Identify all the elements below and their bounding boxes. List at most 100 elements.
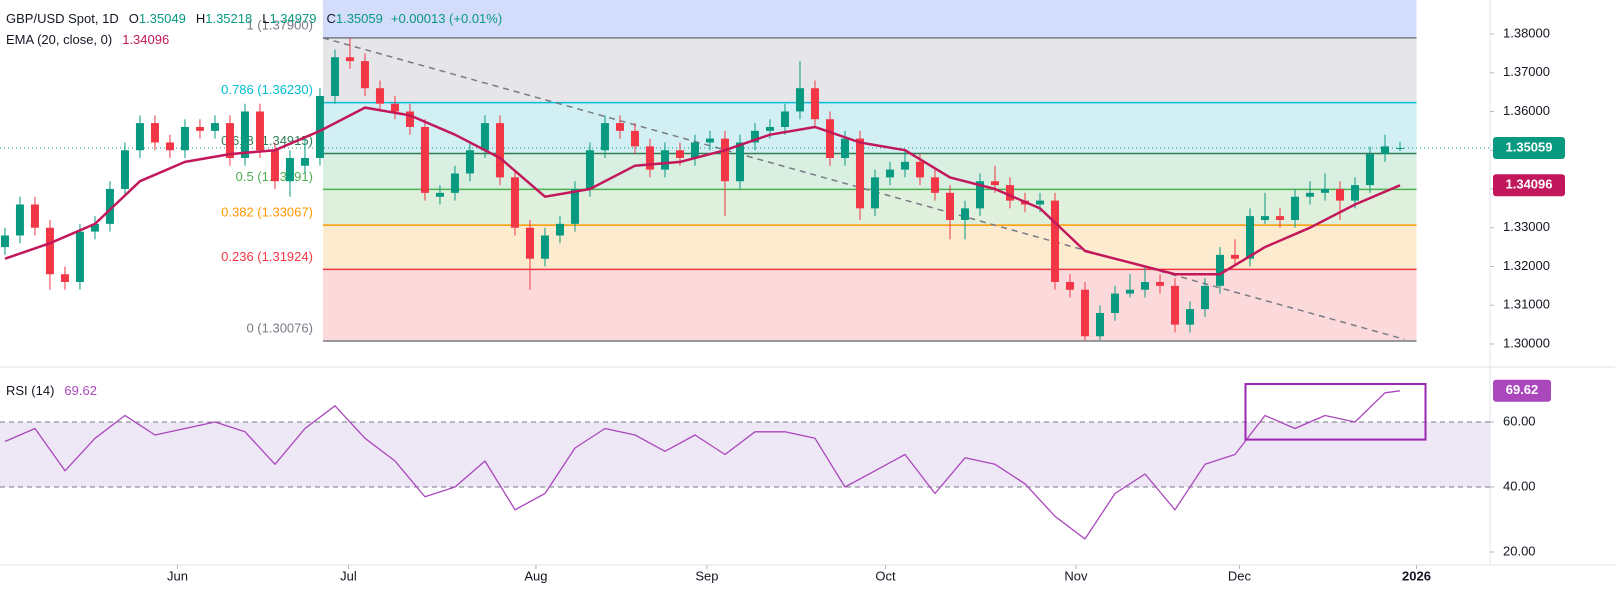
- rsi-y-tick-label: 40.00: [1503, 478, 1536, 493]
- ohlc-value: 1.35059: [336, 11, 383, 26]
- candle-body: [1215, 254, 1224, 286]
- candle-body: [1080, 289, 1089, 337]
- rsi-band: [0, 422, 1490, 488]
- fib-label: 0 (1.30076): [246, 320, 313, 335]
- candle-body: [675, 150, 684, 158]
- candle-body: [405, 111, 414, 127]
- candle-body: [600, 123, 609, 151]
- candle-body: [165, 142, 174, 151]
- fib-label: 0.382 (1.33067): [221, 205, 313, 220]
- candle-body: [750, 130, 759, 143]
- candle-body: [1245, 216, 1254, 259]
- candle-body: [135, 123, 144, 151]
- candle-body: [1170, 285, 1179, 325]
- y-tick-label: 1.33000: [1503, 219, 1550, 234]
- ema-line: [4, 106, 1401, 276]
- ohlc-letter: L: [262, 11, 269, 26]
- candle-body: [630, 130, 639, 147]
- candle-body: [510, 177, 519, 228]
- candle-body: [900, 161, 909, 170]
- symbol-title: GBP/USD Spot, 1D: [6, 11, 119, 26]
- candle-body: [825, 119, 834, 158]
- candle-body: [1095, 312, 1104, 337]
- candle-body: [555, 223, 564, 236]
- candle-body: [705, 138, 714, 143]
- candle-body: [120, 150, 129, 189]
- y-tick-label: 1.38000: [1503, 25, 1550, 40]
- ema-value: 1.34096: [122, 32, 169, 47]
- candle-body: [75, 231, 84, 282]
- candle-body: [495, 123, 504, 178]
- x-tick-label: Oct: [875, 568, 896, 583]
- candle-body: [345, 57, 354, 62]
- price-badge: [1493, 174, 1565, 197]
- candle-body: [840, 138, 849, 158]
- candle-body: [780, 111, 789, 127]
- candle-body: [180, 126, 189, 151]
- candle-body: [720, 138, 729, 182]
- candle-body: [1155, 281, 1164, 286]
- candle-body: [870, 177, 879, 209]
- candle-body: [0, 235, 9, 248]
- candle-body: [375, 88, 384, 104]
- fib-label: 1 (1.37900): [246, 17, 313, 32]
- fib-label: 0.236 (1.31924): [221, 249, 313, 264]
- candle-body: [855, 138, 864, 209]
- candle-body: [690, 142, 699, 158]
- rsi-name: RSI (14): [6, 383, 54, 398]
- ema-legend: EMA (20, close, 0) 1.34096: [6, 32, 169, 47]
- candle-body: [1230, 254, 1239, 259]
- x-tick-label: Sep: [695, 568, 718, 583]
- candle-body: [990, 181, 999, 186]
- rsi-legend: RSI (14) 69.62: [6, 383, 97, 398]
- x-tick-label: Jul: [340, 568, 357, 583]
- candle-body: [1200, 285, 1209, 310]
- fib-top-zone: [322, 0, 1417, 38]
- candle-body: [1005, 185, 1014, 201]
- fib-zone: [322, 153, 1417, 190]
- y-tick-label: 1.31000: [1503, 297, 1550, 312]
- candle-body: [30, 204, 39, 228]
- candle-body: [60, 274, 69, 282]
- candle-body: [1305, 192, 1314, 197]
- price-badge: [1493, 136, 1565, 159]
- candle-body: [45, 227, 54, 275]
- candle-body: [975, 181, 984, 209]
- candle-body: [105, 188, 114, 224]
- candle-body: [915, 161, 924, 178]
- candle-body: [660, 150, 669, 170]
- candle-body: [270, 150, 279, 182]
- x-tick-label: Dec: [1228, 568, 1252, 583]
- rsi-y-tick-label: 60.00: [1503, 413, 1536, 428]
- candle-body: [330, 57, 339, 96]
- candle-body: [765, 126, 774, 131]
- price-badge-label: 1.35059: [1506, 139, 1553, 154]
- rsi-line: [4, 390, 1401, 540]
- candle-body: [1275, 216, 1284, 220]
- candle-body: [585, 150, 594, 189]
- legend-header: GBP/USD Spot, 1D O1.35049 H1.35218 L1.34979…: [6, 11, 502, 26]
- candle-body: [480, 123, 489, 151]
- fib-zone: [322, 225, 1417, 270]
- candle-body: [450, 173, 459, 193]
- candle-body: [360, 61, 369, 89]
- candle-body: [225, 123, 234, 158]
- candle-body: [1320, 188, 1329, 193]
- candle-body: [1335, 188, 1344, 201]
- candle-body: [645, 146, 654, 170]
- x-tick-label: Aug: [524, 568, 547, 583]
- price-badge-label: 1.34096: [1506, 177, 1553, 192]
- candle-body: [1290, 196, 1299, 220]
- ohlc-letter: H: [196, 11, 205, 26]
- y-tick-label: 1.30000: [1503, 335, 1550, 350]
- candle-body: [1035, 200, 1044, 205]
- candle-body: [465, 150, 474, 174]
- price-change: +0.00013 (+0.01%): [391, 11, 502, 26]
- x-tick-label: Jun: [167, 568, 188, 583]
- y-tick-label: 1.32000: [1503, 258, 1550, 273]
- candle-body: [1125, 289, 1134, 294]
- rsi-y-tick-label: 20.00: [1503, 543, 1536, 558]
- y-tick-label: 1.37000: [1503, 64, 1550, 79]
